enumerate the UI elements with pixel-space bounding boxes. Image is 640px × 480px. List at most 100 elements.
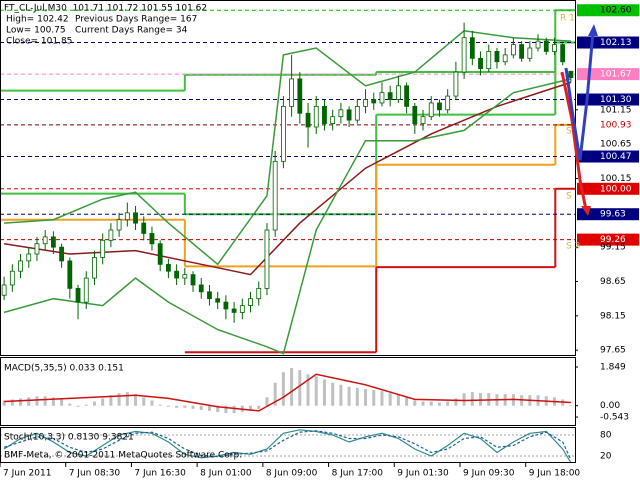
stoch-line [3,430,572,460]
y-tick-label: 98.15 [600,311,626,321]
candle-body [239,305,245,313]
price-box [577,118,639,131]
candle-body [92,257,97,279]
candle-body [289,78,295,107]
candle-body [330,116,336,124]
macd-bar [2,400,6,406]
candle-body [190,274,196,286]
indicator-line [4,30,571,266]
macd-bar [437,402,441,406]
candle-body [346,109,352,121]
macd-bar [290,368,294,406]
x-tick-label: 9 Jun 09:30 [463,469,515,479]
y-tick-label: 100.65 [600,140,632,150]
y-tick-label: 1.849 [600,363,626,373]
macd-bar [396,394,400,406]
price-box [577,182,639,195]
candle-body [502,54,508,63]
macd-bar [273,382,277,406]
candle-body [9,270,15,286]
y-tick-label: 20 [600,452,612,462]
candle-body [67,260,73,289]
price-box [577,68,639,81]
y-tick-label: 99.15 [600,243,626,253]
macd-bar [175,405,179,408]
candle-body [453,71,459,97]
candle-body [354,105,360,121]
candle-body [371,99,377,104]
arrow-head [581,206,591,216]
price-label: 100.00 [600,184,632,194]
candle-body [510,44,516,56]
forecast-arrow-red [560,71,588,211]
candle-body [26,253,32,262]
candle-body [141,222,147,234]
macd-bar [19,398,23,406]
panel-title: MACD(5,35,5) 0.033 0.151 [4,364,124,374]
candle-body [412,105,418,124]
macd-bar [462,393,466,406]
price-box [577,150,639,163]
price-label: 100.47 [600,152,632,162]
info: Low= 100.75 [6,26,66,36]
macd-bar [183,405,187,408]
candle-body [395,85,401,100]
candle-body [50,236,56,248]
macd-bar [388,393,392,406]
macd-bar [216,405,220,412]
candle-body [149,233,155,245]
candle-body [437,102,442,111]
x-tick-label: 7 Jun 2011 [3,469,51,479]
candle-body [527,47,533,59]
macd-bar [306,374,310,406]
candle-body [248,298,253,306]
macd-bar [265,397,269,406]
macd-bar [125,392,129,406]
candle-body [568,70,574,78]
candle-body [478,57,483,70]
price-label: 102.60 [600,6,632,16]
chart-title: FT_CL-Jul,M30 101.71 101.72 101.55 101.6… [4,4,207,14]
macd-bar [84,404,88,406]
plot-layer [0,4,639,467]
price-label: 101.30 [600,95,632,105]
x-tick-label: 9 Jun 01:30 [397,469,449,479]
macd-bar [257,405,261,409]
x-tick-label: 8 Jun 01:00 [200,469,252,479]
x-tick-label: 8 Jun 09:00 [266,469,318,479]
macd-bar [421,401,425,406]
y-tick-label: 97.65 [600,346,626,356]
candle-body [280,105,286,162]
price-label: 102.13 [600,38,632,48]
candle-body [428,102,434,118]
candle-body [264,229,270,289]
macd-bar [109,395,113,406]
candle-body [486,51,492,70]
macd-bar [454,398,458,406]
candle-body [338,109,344,118]
candle-body [445,95,451,111]
info: Previous Days Range= 167 [75,15,197,25]
candle-body [223,301,229,310]
macd-bar [298,370,302,406]
macd-bar [355,387,359,406]
info: Close= 101.85 [6,37,72,47]
candle-body [108,229,114,241]
candle-body [552,44,557,52]
x-tick-label: 9 Jun 18:00 [529,469,581,479]
macd-bar [446,401,450,406]
price-label: 99.26 [600,235,626,245]
x-tick-label: 7 Jun 08:30 [69,469,121,479]
candle-body [83,277,89,303]
macd-frame [0,357,576,426]
stoch-frame [0,427,576,463]
candle-body [379,92,385,104]
price-label: 99.63 [600,210,626,220]
copyright: BMF-Meta, © 2001-2011 MetaQuotes Softwar… [4,451,242,461]
macd-bar [101,398,105,406]
macd-bar [51,397,55,406]
macd-bar [364,388,368,406]
macd-bar [76,405,80,407]
candle-body [560,44,566,63]
x-tick-label: 8 Jun 17:00 [332,469,384,479]
